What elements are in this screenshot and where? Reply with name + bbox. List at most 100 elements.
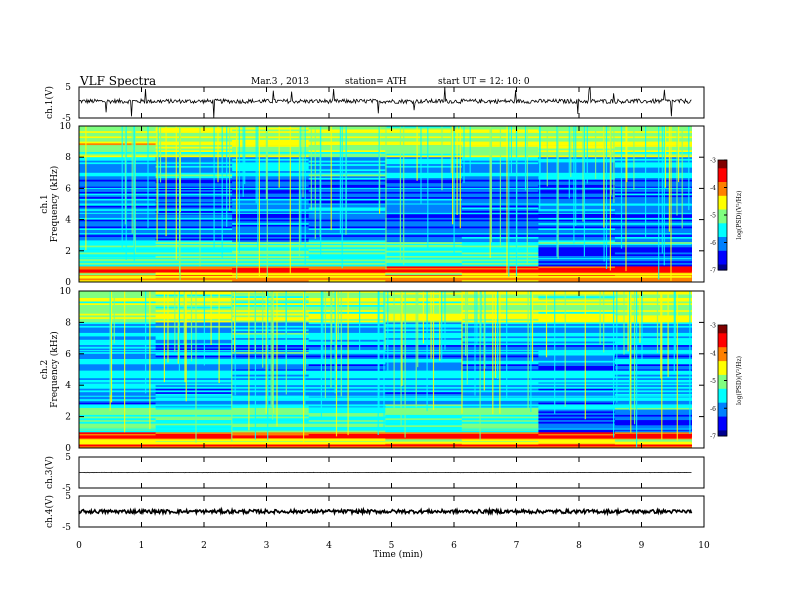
spectrogram-cell [614,127,692,130]
spectrogram-cell [79,315,157,318]
spectrogram-cell [614,264,692,267]
spectrogram-cell [155,219,233,222]
spectrogram-cell [308,427,386,430]
spectrogram-cell [614,423,692,426]
spectrogram-cell [385,414,463,417]
spectrogram-cell [308,150,386,153]
spectrogram-cell [79,252,157,255]
spectrogram-cell [232,216,310,219]
spectrogram-cell [232,197,310,200]
spectrogram-cell [79,439,157,442]
spectrogram-cell [308,145,386,148]
spectrogram-cell [461,416,539,419]
spectrogram-cell [538,413,616,416]
spectrogram-cell [538,155,616,158]
spectrogram-cell [232,444,310,447]
spectrogram-cell [155,264,233,267]
spectrogram-cell [385,256,463,259]
spectrogram-cell [155,327,233,330]
colorbar-cell [718,408,727,412]
spectrogram-cell [385,362,463,365]
colorbar-cell [718,204,727,208]
spectrogram-cell [461,254,539,257]
spectrogram-cell [79,155,157,158]
spectrogram-cell [385,250,463,253]
spectrogram-cell [155,364,233,367]
spectrogram-cell [614,366,692,369]
spectrogram-cell [614,399,692,402]
colorbar-tick-label: -3 [710,158,716,165]
spectrogram-cell [614,339,692,342]
spectrogram-cell [155,131,233,134]
colorbar-tick-label: -7 [710,268,716,275]
colorbar-cell [718,352,727,357]
spectrogram-cell [155,336,233,339]
spectrogram-cell [308,193,386,196]
spectrogram-cell [79,305,157,308]
spectrogram-cell [155,346,233,349]
spectrogram-cell [308,236,386,239]
spectrogram-cell [155,374,233,377]
spectrogram-cell [538,160,616,163]
spectrogram-cell [614,158,692,161]
spectrogram-cell [155,228,233,231]
spectrogram-cell [385,190,463,193]
spectrogram-cell [79,413,157,416]
spectrogram-cell [538,134,616,137]
spectrogram-cell [614,416,692,419]
colorbar-cell [718,195,727,200]
spectrogram-cell [614,230,692,233]
spectrogram-cell [79,276,157,279]
spectrogram-cell [538,226,616,229]
spectrogram-cell [385,141,463,144]
colorbar-cell [718,399,727,404]
spectrogram-cell [79,442,157,445]
colorbar-cell [718,190,727,194]
spectrogram-cell [538,381,616,384]
spectrogram-cell [385,150,463,153]
y-tick-label: 2 [65,247,71,257]
spectrogram-cell [79,427,157,430]
spectrogram-cell [538,179,616,182]
spectrogram-cell [308,252,386,255]
spectrogram-cell [79,386,157,389]
spectrogram-cell [155,261,233,264]
spectrogram-cell [79,428,157,431]
y-tick-label: 2 [65,413,71,423]
colorbar-cell [718,397,727,401]
spectrogram-cell [385,278,463,281]
spectrogram-cell [232,418,310,421]
spectrogram-cell [614,169,692,172]
spectrogram-cell [79,318,157,321]
spectrogram-cell [155,207,233,210]
spectrogram-cell [538,169,616,172]
spectrogram-cell [232,271,310,274]
spectrogram-cell [385,131,463,134]
spectrogram-cell [79,367,157,370]
spectrogram-cell [155,315,233,318]
colorbar-cell [718,245,727,249]
spectrogram-cell [232,146,310,149]
spectrogram-cell [155,273,233,276]
spectrogram-cell [614,292,692,295]
colorbar-cell [718,198,727,202]
spectrogram-cell [538,136,616,139]
spectrogram-cell [614,420,692,423]
spectrogram-cell [308,228,386,231]
spectrogram-cell [614,325,692,328]
colorbar-cell [718,231,727,235]
spectrogram-cell [385,399,463,402]
spectrogram-cell [538,131,616,134]
spectrogram-cell [308,197,386,200]
spectrogram-cell [308,329,386,332]
spectrogram-cell [385,172,463,175]
spectrogram-cell [79,268,157,271]
spectrogram-cell [308,230,386,233]
spectrogram-cell [461,266,539,269]
y-axis-label-frequency: Frequency (kHz) [49,166,60,243]
spectrogram-cell [232,223,310,226]
spectrogram-cell [155,437,233,440]
colorbar-tick-label: -7 [710,434,716,441]
spectrogram-cell [538,367,616,370]
